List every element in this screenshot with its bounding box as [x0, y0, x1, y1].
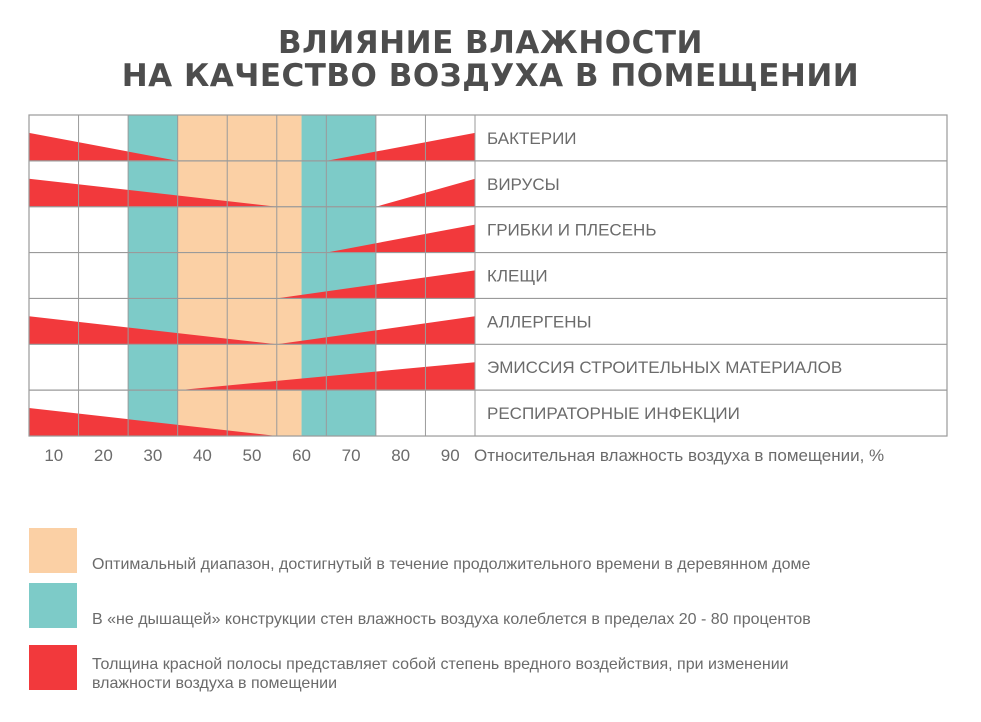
harm-wedge-row-2 [29, 178, 475, 207]
legend-label-harm-line-1: Толщина красной полосы представляет собо… [92, 656, 789, 673]
x-tick-label-70: 70 [342, 446, 361, 465]
legend-label-harm-line-2: влажности воздуха в помещении [92, 675, 338, 692]
x-tick-label-10: 10 [44, 446, 63, 465]
x-tick-label-60: 60 [292, 446, 311, 465]
row-label-5: АЛЛЕРГЕНЫ [487, 312, 592, 331]
x-tick-label-90: 90 [441, 446, 460, 465]
legend-label-wall: В «не дышащей» конструкции стен влажност… [92, 611, 811, 628]
x-tick-label-50: 50 [243, 446, 262, 465]
x-tick-label-80: 80 [391, 446, 410, 465]
row-label-7: РЕСПИРАТОРНЫЕ ИНФЕКЦИИ [487, 404, 740, 423]
row-label-4: КЛЕЩИ [487, 267, 548, 286]
legend-swatch-harm [29, 645, 77, 690]
legend-swatch-optimal [29, 528, 77, 573]
row-label-1: БАКТЕРИИ [487, 129, 577, 148]
harm-wedge-row-6 [177, 362, 475, 391]
chart-title-line-1: ВЛИЯНИЕ ВЛАЖНОСТИ [277, 25, 703, 61]
harm-wedge-row-7 [29, 408, 277, 436]
harm-wedge-row-5 [29, 316, 475, 345]
legend-label-optimal: Оптимальный диапазон, достигнутый в тече… [92, 556, 811, 573]
chart-title-line-2: НА КАЧЕСТВО ВОЗДУХА В ПОМЕЩЕНИИ [121, 58, 860, 94]
x-tick-label-20: 20 [94, 446, 113, 465]
humidity-chart: БАКТЕРИИ ВИРУСЫ ГРИБКИ И ПЛЕСЕНЬ КЛЕЩИ АЛЛЕР… [28, 114, 948, 465]
harm-wedge-row-1 [29, 132, 475, 161]
harm-wedge-row-3 [326, 224, 475, 253]
row-label-2: ВИРУСЫ [487, 175, 560, 194]
row-label-3: ГРИБКИ И ПЛЕСЕНЬ [487, 221, 656, 240]
x-axis-label: Относительная влажность воздуха в помеще… [474, 446, 884, 465]
x-tick-label-30: 30 [143, 446, 162, 465]
table-border [28, 114, 948, 437]
row-label-6: ЭМИССИЯ СТРОИТЕЛЬНЫХ МАТЕРИАЛОВ [487, 358, 842, 377]
x-tick-label-40: 40 [193, 446, 212, 465]
legend-swatch-wall [29, 583, 77, 628]
band-wall-0 [128, 115, 178, 437]
